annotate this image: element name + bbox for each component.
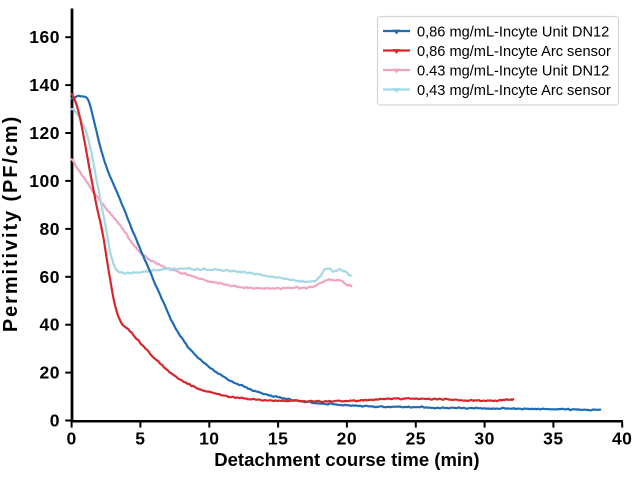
svg-text:160: 160 <box>29 27 60 47</box>
svg-text:140: 140 <box>29 75 60 95</box>
svg-text:80: 80 <box>40 219 60 239</box>
svg-text:0,43 mg/mL-Incyte Arc sensor: 0,43 mg/mL-Incyte Arc sensor <box>417 83 611 99</box>
svg-text:35: 35 <box>543 429 563 449</box>
svg-text:0.43 mg/mL-Incyte Unit DN12: 0.43 mg/mL-Incyte Unit DN12 <box>417 63 609 79</box>
svg-text:15: 15 <box>268 429 288 449</box>
svg-text:0,86 mg/mL-Incyte Arc sensor: 0,86 mg/mL-Incyte Arc sensor <box>417 44 611 60</box>
svg-text:5: 5 <box>135 429 145 449</box>
svg-text:Detachment course time (min): Detachment course time (min) <box>214 449 479 470</box>
svg-text:100: 100 <box>29 171 60 191</box>
svg-text:0: 0 <box>66 429 76 449</box>
svg-text:25: 25 <box>406 429 426 449</box>
svg-text:0: 0 <box>50 411 60 431</box>
svg-text:60: 60 <box>40 267 60 287</box>
svg-text:20: 20 <box>40 363 60 383</box>
svg-text:0,86 mg/mL-Incyte Unit DN12: 0,86 mg/mL-Incyte Unit DN12 <box>417 24 609 40</box>
svg-text:120: 120 <box>29 123 60 143</box>
svg-text:40: 40 <box>40 315 60 335</box>
svg-text:Permitivity (PF/cm): Permitivity (PF/cm) <box>0 115 22 332</box>
svg-text:10: 10 <box>199 429 219 449</box>
svg-text:30: 30 <box>474 429 494 449</box>
svg-text:20: 20 <box>337 429 357 449</box>
svg-text:40: 40 <box>612 429 632 449</box>
